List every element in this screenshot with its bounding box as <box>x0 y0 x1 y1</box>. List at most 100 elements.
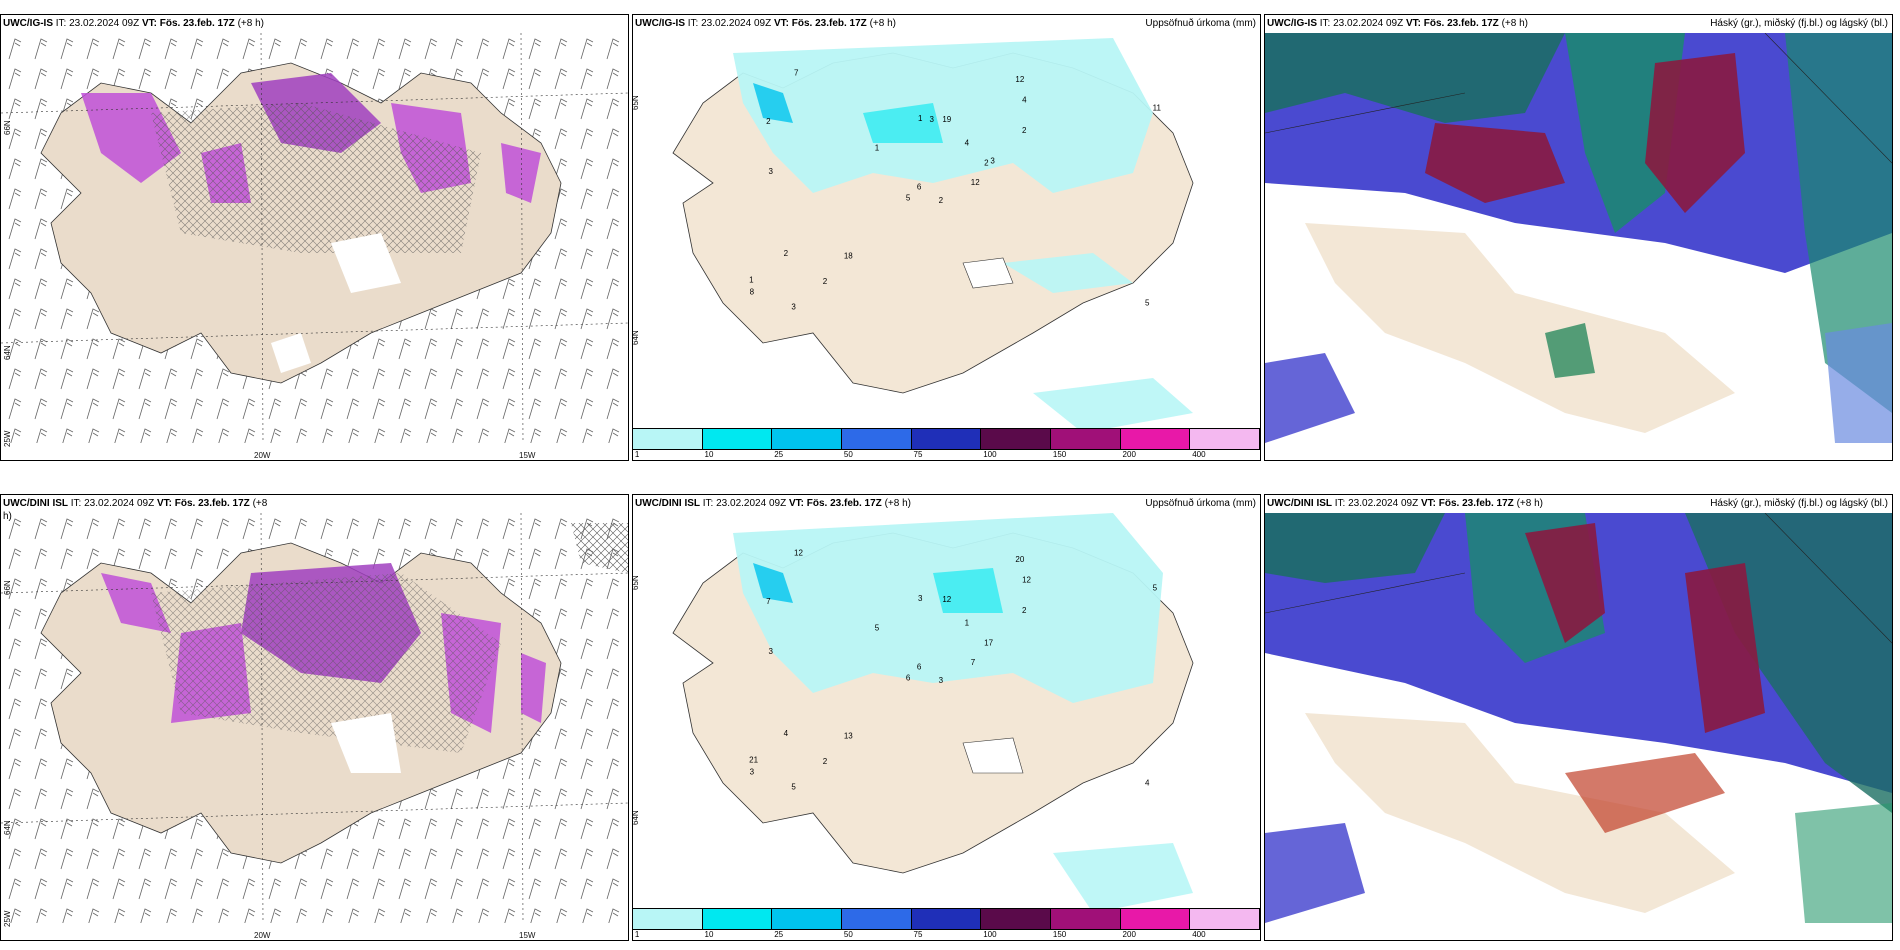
cloud-map-svg <box>1265 33 1892 443</box>
colorbar-label: 200 <box>1122 930 1136 939</box>
precip-map-svg: 3 7 6 21 17 13 20 12 12 7 12 4 3 5 6 2 5 3 1 4 5 3 2 <box>672 513 1194 913</box>
precip-value-label: 20 <box>1015 555 1024 564</box>
wind-map-svg <box>1 33 628 443</box>
colorbar-swatch <box>702 429 773 449</box>
colorbar-label: 75 <box>913 450 923 459</box>
precip-value-label: 2 <box>984 159 989 168</box>
precip-value-label: 7 <box>794 69 799 78</box>
colorbar-label: 50 <box>843 930 853 939</box>
lon-label-15w: 15W <box>519 931 536 940</box>
precip-value-label: 17 <box>984 639 993 648</box>
precip-value-label: 18 <box>844 251 853 260</box>
precip-value-label: 11 <box>1153 103 1162 112</box>
panel-title: UWC/DINI ISL IT: 23.02.2024 09Z VT: Fös.… <box>3 498 268 522</box>
colorbar-swatch <box>633 909 703 929</box>
lat-label-25w: 25W <box>3 430 12 447</box>
colorbar-swatch <box>1051 909 1121 929</box>
precip-value-label: 12 <box>942 595 951 604</box>
panel-title: UWC/IG-IS IT: 23.02.2024 09Z VT: Fös. 23… <box>1267 18 1528 29</box>
precip-value-label: 4 <box>1022 95 1027 104</box>
colorbar-swatch <box>1190 909 1260 929</box>
precip-value-label: 1 <box>749 276 754 285</box>
lat-label-65n: 65N <box>632 575 640 590</box>
lat-label-66n: 66N <box>3 580 12 595</box>
precip-value-label: 21 <box>749 756 758 765</box>
precip-value-label: 6 <box>906 674 911 683</box>
colorbar <box>633 428 1260 450</box>
precip-value-label: 4 <box>784 729 789 738</box>
wind-map-svg <box>1 513 628 923</box>
colorbar-swatch <box>1120 429 1191 449</box>
precip-panel-2: UWC/DINI ISL IT: 23.02.2024 09Z VT: Fös.… <box>632 494 1261 941</box>
colorbar-swatch <box>772 429 843 449</box>
precip-value-label: 2 <box>939 196 944 205</box>
wind-panel-1: UWC/IG-IS IT: 23.02.2024 09Z VT: Fös. 23… <box>0 14 629 461</box>
colorbar-labels: 1 10 25 50 75 100 150 200 400 <box>633 450 1260 460</box>
colorbar-label: 400 <box>1192 930 1206 939</box>
precip-value-label: 13 <box>844 731 853 740</box>
precip-value-label: 12 <box>1022 575 1031 584</box>
precip-value-label: 6 <box>917 663 922 672</box>
precip-panel-1: UWC/IG-IS IT: 23.02.2024 09Z VT: Fös. 23… <box>632 14 1261 461</box>
precip-map: 3 7 6 21 17 13 20 12 12 7 12 4 3 5 6 2 5 3 1 4 5 3 2 <box>633 513 1260 923</box>
precip-value-label: 5 <box>875 624 880 633</box>
colorbar-label: 400 <box>1192 450 1206 459</box>
precip-value-label: 1 <box>875 144 880 153</box>
panel-title: UWC/IG-IS IT: 23.02.2024 09Z VT: Fös. 23… <box>635 18 896 29</box>
precip-value-label: 2 <box>823 277 828 286</box>
colorbar-label: 150 <box>1052 930 1067 939</box>
precip-value-label: 7 <box>766 597 771 606</box>
cloud-panel-1: UWC/IG-IS IT: 23.02.2024 09Z VT: Fös. 23… <box>1264 14 1893 461</box>
wind-map <box>1 33 628 443</box>
colorbar-swatch <box>702 909 773 929</box>
precip-value-label: 2 <box>823 757 828 766</box>
precip-value-label: 2 <box>1022 606 1027 615</box>
lat-label-64n: 64N <box>3 820 12 835</box>
precip-value-label: 6 <box>917 183 922 192</box>
precip-value-label: 5 <box>1145 298 1150 307</box>
colorbar-label: 100 <box>983 930 997 939</box>
colorbar-label: 150 <box>1052 450 1067 459</box>
panel-subtitle: Háský (gr.), miðský (fj.bl.) og lágský (… <box>1710 18 1888 29</box>
precip-map: 2 2 6 1 2 18 12 19 4 12 7 5 3 11 5 2 3 1 4 2 1 8 2 3 3 <box>633 33 1260 443</box>
precip-value-label: 3 <box>918 594 923 603</box>
colorbar-label: 100 <box>983 450 997 459</box>
colorbar-swatch <box>842 429 912 449</box>
precip-value-label: 4 <box>965 139 970 148</box>
panel-title: UWC/IG-IS IT: 23.02.2024 09Z VT: Fös. 23… <box>3 18 264 29</box>
lon-label-20w: 20W <box>254 931 271 940</box>
cloud-panel-2: UWC/DINI ISL IT: 23.02.2024 09Z VT: Fös.… <box>1264 494 1893 941</box>
precip-value-label: 8 <box>750 288 755 297</box>
precip-value-label: 3 <box>750 768 755 777</box>
precip-value-label: 19 <box>942 115 951 124</box>
colorbar-label: 10 <box>704 930 714 939</box>
lat-label-25w: 25W <box>3 910 12 927</box>
colorbar-swatch <box>1190 429 1260 449</box>
colorbar-swatch <box>842 909 912 929</box>
colorbar-label: 200 <box>1122 450 1136 459</box>
lat-label-64n: 64N <box>632 810 640 825</box>
panel-title: UWC/DINI ISL IT: 23.02.2024 09Z VT: Fös.… <box>635 498 911 509</box>
panel-subtitle: Uppsöfnuð úrkoma (mm) <box>1145 498 1256 509</box>
precip-value-label: 5 <box>1153 583 1158 592</box>
lat-label-64n: 64N <box>632 330 640 345</box>
precip-value-label: 3 <box>769 167 774 176</box>
precip-value-label: 1 <box>965 619 970 628</box>
wind-panel-2: UWC/DINI ISL IT: 23.02.2024 09Z VT: Fös.… <box>0 494 629 941</box>
colorbar-swatch <box>911 909 982 929</box>
precip-value-label: 5 <box>906 194 911 203</box>
colorbar-swatch <box>981 429 1052 449</box>
precip-value-label: 12 <box>971 178 980 187</box>
wind-map <box>1 513 628 923</box>
colorbar-label: 10 <box>704 450 714 459</box>
colorbar <box>633 908 1260 930</box>
colorbar-swatch <box>1120 909 1191 929</box>
panel-title: UWC/DINI ISL IT: 23.02.2024 09Z VT: Fös.… <box>1267 498 1543 509</box>
lat-label-64n: 64N <box>3 345 12 360</box>
precip-value-label: 3 <box>930 115 935 124</box>
colorbar-label: 1 <box>634 930 640 939</box>
colorbar-label: 75 <box>913 930 923 939</box>
cloud-map <box>1265 33 1892 443</box>
precip-value-label: 2 <box>1022 126 1027 135</box>
precip-value-label: 3 <box>791 302 796 311</box>
